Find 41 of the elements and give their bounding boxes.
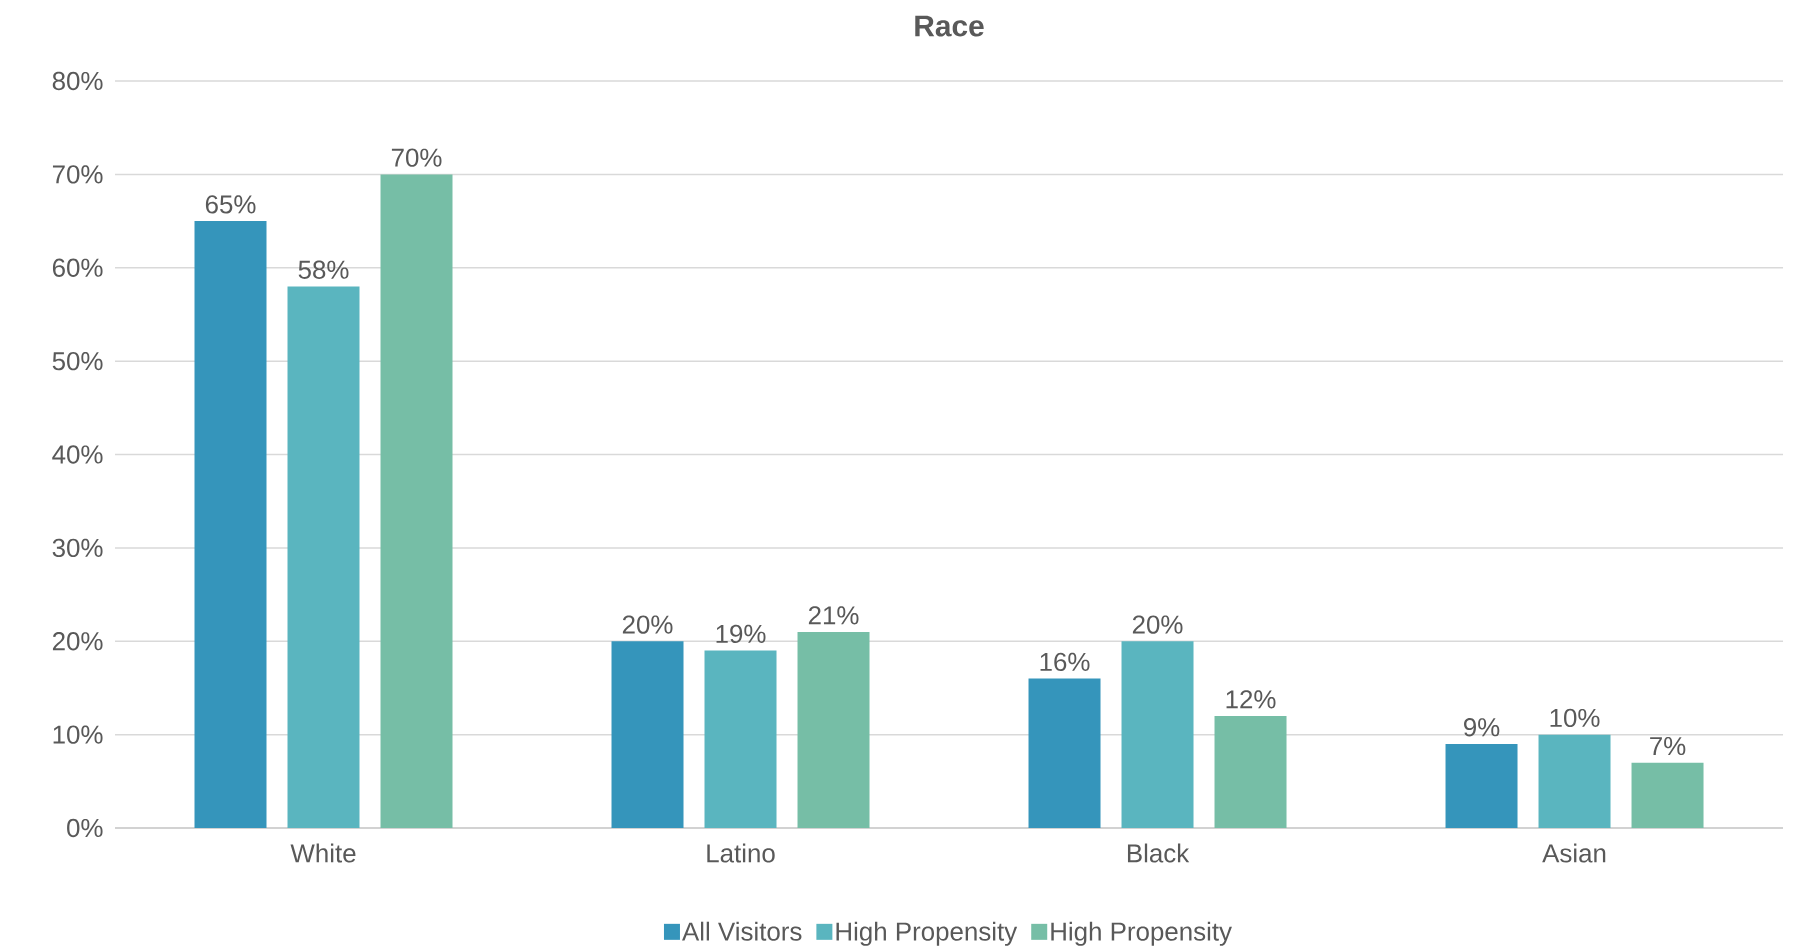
data-label: 7% xyxy=(1650,737,1686,756)
bar xyxy=(1214,715,1287,828)
bar xyxy=(194,221,267,828)
y-tick-label: 60% xyxy=(52,258,103,277)
x-tick-label: Black xyxy=(1127,843,1190,863)
data-label: 21% xyxy=(808,606,859,625)
y-tick-label: 20% xyxy=(52,632,103,651)
data-label: 12% xyxy=(1226,690,1276,709)
legend-label: High Propensity xyxy=(1051,921,1232,946)
bar xyxy=(1028,678,1101,828)
bar xyxy=(287,286,360,828)
bar xyxy=(1631,762,1704,828)
legend-label: High Propensity xyxy=(836,921,1018,946)
legend-label: All Visitors xyxy=(682,921,802,941)
data-label: 65% xyxy=(205,195,256,214)
chart-title: Race xyxy=(915,15,984,37)
y-tick-label: 30% xyxy=(52,538,103,558)
data-label: 10% xyxy=(1550,708,1600,728)
bar xyxy=(611,641,684,828)
bar xyxy=(797,631,870,828)
bar xyxy=(1445,743,1518,828)
y-tick-label: 70% xyxy=(52,165,103,184)
x-tick-label: White xyxy=(290,843,356,863)
x-tick-label: Asian xyxy=(1542,843,1606,863)
data-label: 70% xyxy=(391,148,442,167)
data-label: 16% xyxy=(1040,652,1090,672)
y-tick-label: 50% xyxy=(52,351,103,371)
y-tick-label: 80% xyxy=(52,71,103,91)
y-tick-label: 40% xyxy=(52,445,103,464)
x-tick-label: Latino xyxy=(707,843,775,863)
bar xyxy=(380,174,453,828)
y-tick-label: 0% xyxy=(67,818,103,838)
data-label: 58% xyxy=(298,260,349,279)
y-tick-label: 10% xyxy=(53,725,103,744)
bar xyxy=(704,650,777,828)
data-label: 20% xyxy=(1132,615,1183,634)
bar xyxy=(1121,641,1194,828)
data-label: 9% xyxy=(1464,718,1500,737)
data-label: 20% xyxy=(622,615,673,634)
bar xyxy=(1538,734,1611,828)
data-label: 19% xyxy=(716,624,766,644)
